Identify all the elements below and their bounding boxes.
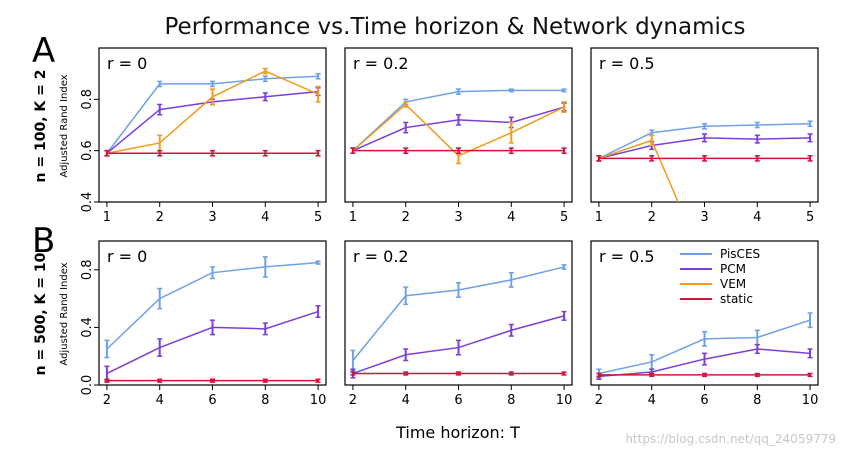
series-static: [350, 371, 567, 376]
series-vem: [350, 101, 567, 165]
panel-b-3: 2 4 6 8 10 r = 0.5: [590, 240, 819, 408]
panel-a-1: 1 2 3 4 5 0.4 0.6 0.8 r = 0: [80, 47, 327, 225]
series-pisces: [596, 312, 813, 379]
series-pisces: [350, 264, 567, 372]
panel-a-2: 1 2 3 4 5 r = 0.2: [344, 47, 573, 225]
x-tick-label: 1: [349, 210, 357, 225]
x-axis-title: Time horizon: T: [395, 423, 520, 442]
legend: PisCES PCM VEM static: [680, 247, 760, 306]
x-tick-label: 1: [103, 210, 111, 225]
legend-label-pcm: PCM: [720, 262, 746, 276]
x-tick-label: 2: [156, 210, 164, 225]
series-static: [596, 372, 813, 378]
y-tick-label: 0.6: [80, 140, 95, 161]
panels-group: 1 2 3 4 5 0.4 0.6 0.8 r = 0 1 2 3 4 5 r = 0.2 1 2 3 4 5 r = …: [80, 47, 819, 408]
legend-label-static: static: [720, 292, 753, 306]
x-tick-label: 5: [560, 210, 568, 225]
x-tick-label: 6: [454, 393, 462, 408]
series-pcm: [104, 305, 321, 382]
series-static: [104, 378, 321, 383]
x-tick-label: 4: [402, 393, 410, 408]
x-tick-label: 4: [753, 210, 761, 225]
watermark: https://blog.csdn.net/qq_24059779: [625, 432, 836, 446]
x-tick-label: 3: [454, 210, 462, 225]
y-tick-label: 0.0: [80, 375, 95, 396]
series-static: [596, 155, 813, 162]
legend-label-vem: VEM: [720, 277, 746, 291]
panel-label: r = 0.5: [599, 54, 655, 73]
panel-b-2: 2 4 6 8 10 r = 0.2: [344, 240, 573, 408]
x-tick-label: 6: [208, 393, 216, 408]
series-vem: [596, 134, 679, 202]
x-tick-label: 2: [648, 210, 656, 225]
series-pcm: [350, 310, 567, 379]
x-tick-label: 8: [261, 393, 269, 408]
x-tick-label: 5: [314, 210, 322, 225]
x-tick-label: 10: [802, 393, 819, 408]
series-pisces: [104, 72, 321, 157]
y-tick-label: 0.4: [80, 317, 95, 338]
x-tick-label: 8: [753, 393, 761, 408]
panel-a-3: 1 2 3 4 5 r = 0.5: [590, 47, 819, 225]
figure-title: Performance vs.Time horizon & Network dy…: [165, 14, 746, 40]
y-tick-label: 0.8: [80, 259, 95, 280]
series-line-pisces: [106, 75, 319, 154]
series-static: [104, 149, 321, 157]
x-tick-label: 2: [103, 393, 111, 408]
x-tick-label: 2: [402, 210, 410, 225]
x-tick-label: 6: [700, 393, 708, 408]
x-tick-label: 8: [507, 393, 515, 408]
panel-label: r = 0: [107, 54, 147, 73]
x-tick-label: 5: [806, 210, 814, 225]
x-tick-label: 2: [595, 393, 603, 408]
legend-label-pisces: PisCES: [720, 247, 760, 261]
series-pcm: [350, 102, 567, 154]
panel-label: r = 0: [107, 247, 147, 266]
series-line-vem: [598, 139, 679, 202]
series-line-pcm: [352, 106, 565, 152]
x-tick-label: 4: [648, 393, 656, 408]
series-pisces: [104, 256, 321, 359]
x-tick-label: 4: [156, 393, 164, 408]
x-tick-label: 10: [310, 393, 327, 408]
x-tick-label: 4: [261, 210, 269, 225]
series-static: [350, 147, 567, 154]
x-tick-label: 2: [349, 393, 357, 408]
y-tick-label: 0.8: [80, 89, 95, 110]
panel-label: r = 0.2: [353, 54, 409, 73]
row-b-ylabel: Adjusted Rand Index: [59, 262, 70, 365]
x-tick-label: 1: [595, 210, 603, 225]
panel-b-1: 2 4 6 8 10 0.0 0.4 0.8 r = 0: [80, 240, 327, 408]
x-tick-label: 3: [208, 210, 216, 225]
panel-label: r = 0.2: [353, 247, 409, 266]
row-b-label: n = 500, K = 10: [33, 252, 49, 375]
x-tick-label: 4: [507, 210, 515, 225]
row-a-label: n = 100, K = 2: [33, 70, 49, 183]
row-a-letter: A: [32, 31, 55, 71]
panel-label: r = 0.5: [599, 247, 655, 266]
y-tick-label: 0.4: [80, 192, 95, 213]
x-tick-label: 3: [700, 210, 708, 225]
x-tick-label: 10: [556, 393, 573, 408]
row-a-ylabel: Adjusted Rand Index: [59, 74, 70, 177]
row-b-letter: B: [32, 221, 55, 261]
